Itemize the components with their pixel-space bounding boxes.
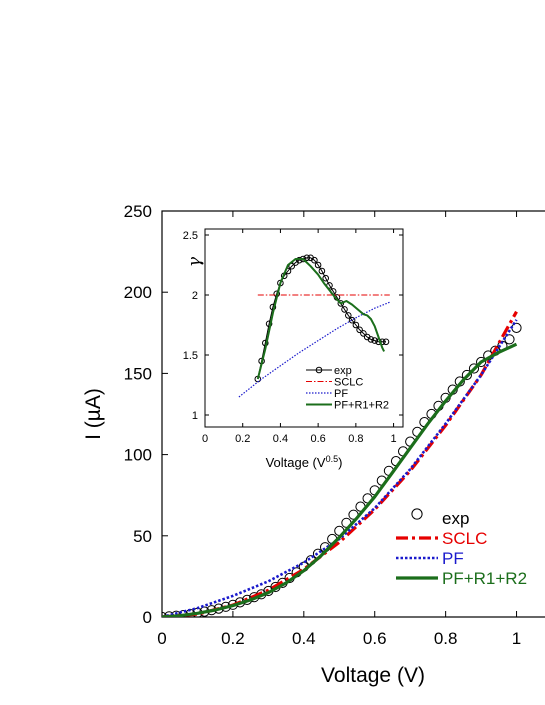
inset-x-axis-title-sup: 0.5 — [326, 454, 339, 464]
inset-legend-pf-label: PF — [334, 388, 348, 400]
main-series-pf-r1-r2-line — [162, 342, 518, 617]
main-x-tick-label: 0.2 — [221, 629, 245, 648]
inset-series-exp-point — [318, 267, 326, 275]
inset-series-exp-point — [348, 316, 356, 324]
main-series-sclc-line — [162, 310, 518, 617]
inset-series-exp-point — [345, 312, 352, 319]
main-y-tick-label: 50 — [133, 527, 152, 546]
inset-x-tick-label: 0 — [202, 433, 208, 445]
inset-legend-exp-marker — [315, 366, 323, 374]
main-x-tick-label: 0.4 — [292, 629, 316, 648]
main-x-axis-title: Voltage (V) — [321, 664, 425, 687]
inset-series-exp-point — [296, 256, 303, 264]
inset-series-exp-point — [322, 274, 330, 282]
main-y-tick-label: 250 — [124, 202, 152, 221]
inset-series-exp-point — [314, 261, 322, 269]
main-series-exp-point — [468, 363, 480, 374]
main-plot-frame — [161, 210, 545, 618]
inset-y-tick-label: 2 — [192, 290, 198, 302]
inset-x-tick-label: 0.2 — [235, 433, 250, 445]
inset-series-exp-point — [382, 338, 390, 346]
main-y-tick-label: 100 — [124, 446, 152, 465]
inset-y-axis-title: γ — [185, 256, 205, 267]
inset-y-tick-label: 1.5 — [183, 350, 198, 362]
inset-legend-exp-label: exp — [334, 365, 352, 377]
inset-x-tick-label: 0.4 — [273, 433, 288, 445]
inset-x-tick-label: 0.6 — [310, 433, 325, 445]
inset-series-exp-point — [288, 262, 296, 270]
main-series-exp-point — [461, 369, 472, 381]
inset-x-axis-title: Voltage (V0.5) — [266, 454, 343, 470]
inset-x-tick-label: 1 — [391, 433, 397, 445]
inset-series-pf-r1-r2-line — [256, 258, 385, 380]
inset-x-axis-title-main: Voltage (V — [266, 455, 326, 470]
inset-series-exp-point — [303, 254, 311, 262]
main-y-tick-label: 0 — [143, 608, 152, 627]
inset-series-exp-point — [360, 330, 367, 337]
inset-legend-pf-r1-r2-label: PF+R1+R2 — [334, 400, 389, 412]
main-legend-sclc-label: SCLC — [442, 529, 487, 548]
main-y-axis-title: I (µA) — [82, 388, 105, 440]
main-series-exp-point — [511, 322, 522, 333]
inset-series-exp-point — [367, 336, 375, 343]
main-data-layer — [162, 310, 522, 617]
main-x-tick-label: 0.6 — [363, 629, 387, 648]
inset-x-axis-title-end: ) — [338, 455, 342, 470]
inset-x-tick-label: 0.8 — [348, 433, 363, 445]
main-legend-exp-marker — [411, 508, 423, 520]
inset-series-exp-point — [341, 306, 348, 313]
main-x-tick-label: 0.8 — [434, 629, 458, 648]
inset-y-tick-label: 2.5 — [183, 230, 198, 242]
inset-plot-frame — [204, 228, 404, 428]
inset-series-exp-point — [371, 337, 379, 344]
main-legend-pf-r1-r2-label: PF+R1+R2 — [442, 569, 527, 588]
inset-series-exp-point — [356, 326, 363, 334]
main-plot: 0 0.2 0.4 0.6 0.8 1050100150200250expSCLCPFPF… — [82, 202, 545, 687]
inset-legend-sclc-label: SCLC — [334, 377, 363, 389]
main-series-exp-point — [476, 356, 487, 368]
main-legend-pf-label: PF — [442, 549, 464, 568]
inset-y-tick-label: 1 — [192, 410, 198, 422]
inset-series-pf-line — [238, 301, 391, 398]
main-x-tick-label: 0 — [157, 629, 166, 648]
inset-series-exp-point — [337, 300, 345, 307]
inset-series-exp-point — [311, 256, 318, 264]
inset-series-exp-point — [352, 321, 360, 329]
main-y-tick-label: 200 — [124, 283, 152, 302]
main-legend-exp-label: exp — [442, 509, 469, 528]
main-x-tick-label: 1 — [512, 629, 521, 648]
main-y-tick-label: 150 — [124, 364, 152, 383]
inset-data-layer — [238, 254, 391, 398]
